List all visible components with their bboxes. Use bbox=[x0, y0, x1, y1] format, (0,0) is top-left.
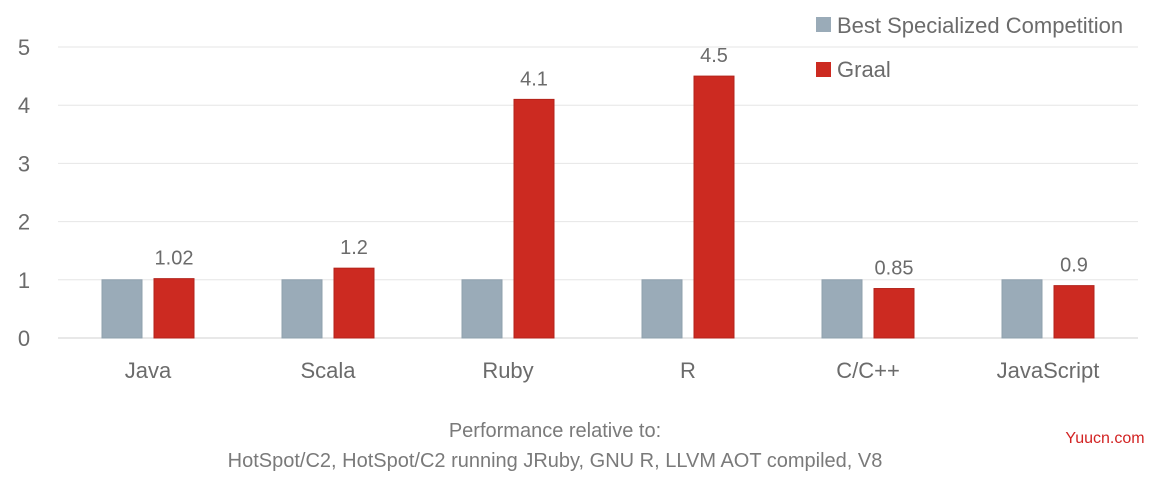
caption-line-1: Performance relative to: bbox=[449, 420, 661, 442]
bar-best-specialized-javascript bbox=[1001, 279, 1043, 339]
legend-swatch-graal bbox=[816, 62, 831, 77]
bar-graal-scala bbox=[333, 267, 375, 339]
y-tick-label: 0 bbox=[18, 326, 30, 351]
data-label-graal: 0.9 bbox=[1060, 255, 1088, 277]
y-tick-label: 4 bbox=[18, 93, 30, 118]
data-label-graal: 4.5 bbox=[700, 45, 728, 67]
x-category-label: JavaScript bbox=[997, 358, 1100, 383]
y-tick-label: 2 bbox=[18, 210, 30, 235]
bar-best-specialized-ruby bbox=[461, 279, 503, 339]
x-axis-categories: Java Scala Ruby R C/C++ JavaScript bbox=[125, 358, 1100, 383]
x-category-label: Ruby bbox=[482, 358, 533, 383]
x-category-label: C/C++ bbox=[836, 358, 900, 383]
y-tick-label: 1 bbox=[18, 268, 30, 293]
bar-graal-java bbox=[153, 278, 195, 339]
data-label-graal: 1.2 bbox=[340, 237, 368, 259]
gridlines bbox=[58, 46, 1138, 339]
caption-line-2: HotSpot/C2, HotSpot/C2 running JRuby, GN… bbox=[228, 450, 883, 472]
bars bbox=[101, 75, 1095, 339]
bar-best-specialized-java bbox=[101, 279, 143, 339]
y-tick-label: 5 bbox=[18, 35, 30, 60]
y-axis-ticks: 0 1 2 3 4 5 bbox=[18, 35, 30, 351]
bar-graal-r bbox=[693, 75, 735, 339]
x-category-label: Java bbox=[125, 358, 172, 383]
bar-best-specialized-c-c- bbox=[821, 279, 863, 339]
watermark: Yuucn.com bbox=[1065, 430, 1144, 447]
bar-best-specialized-r bbox=[641, 279, 683, 339]
data-label-graal: 0.85 bbox=[875, 258, 914, 280]
bar-best-specialized-scala bbox=[281, 279, 323, 339]
x-category-label: Scala bbox=[300, 358, 356, 383]
bar-graal-ruby bbox=[513, 98, 555, 339]
x-category-label: R bbox=[680, 358, 696, 383]
bar-graal-javascript bbox=[1053, 285, 1095, 339]
legend-swatch-best-specialized bbox=[816, 17, 831, 32]
bar-graal-c-c- bbox=[873, 288, 915, 339]
legend: Best Specialized Competition Graal bbox=[816, 13, 1123, 82]
data-label-graal: 4.1 bbox=[520, 68, 548, 90]
legend-label-best-specialized: Best Specialized Competition bbox=[837, 13, 1123, 38]
y-tick-label: 3 bbox=[18, 151, 30, 176]
data-labels: 1.02 1.2 4.1 4.5 0.85 0.9 bbox=[155, 45, 1088, 279]
legend-label-graal: Graal bbox=[837, 57, 891, 82]
data-label-graal: 1.02 bbox=[155, 248, 194, 270]
